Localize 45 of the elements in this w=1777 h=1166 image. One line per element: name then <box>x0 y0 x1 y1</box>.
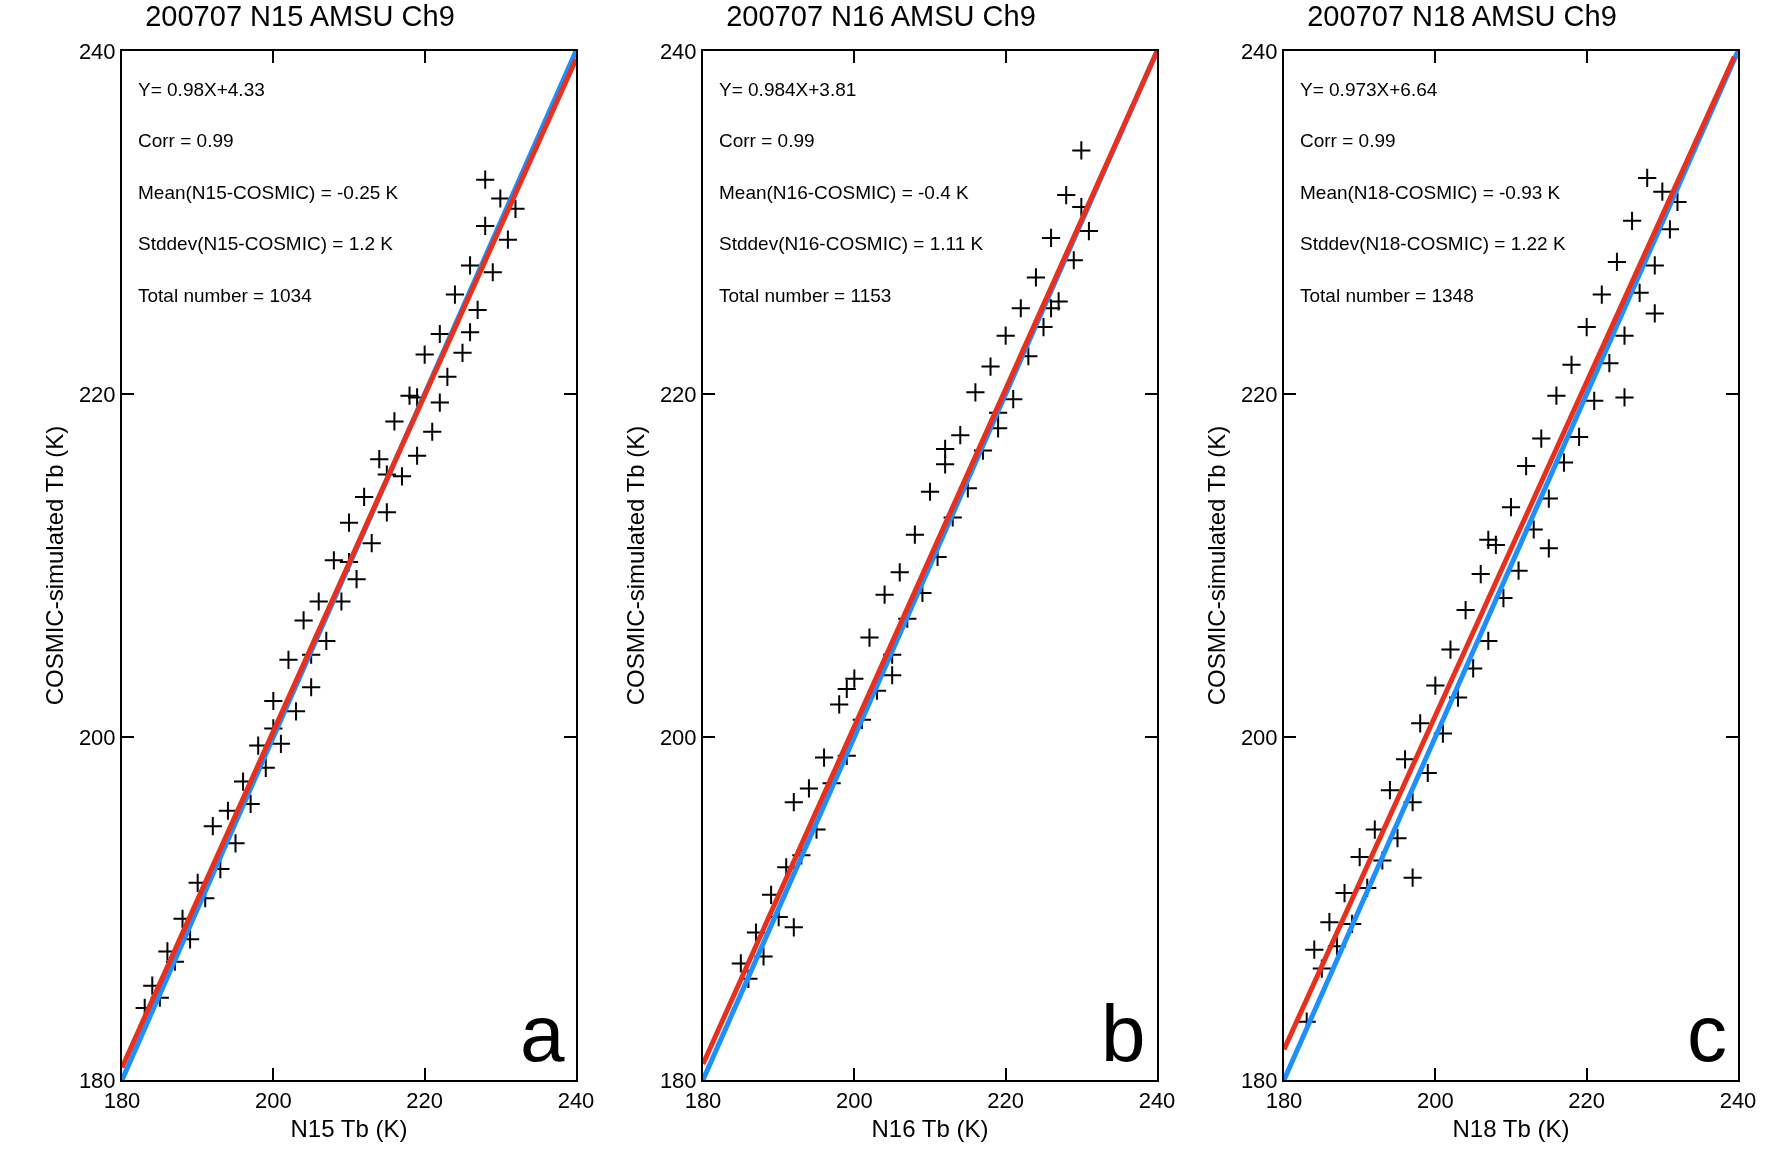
chart-title: 200707 N16 AMSU Ch9 <box>726 0 1036 33</box>
x-tick-label: 240 <box>1719 1088 1757 1114</box>
annotation: Corr = 0.99 <box>1300 130 1396 151</box>
y-axis-title: COSMIC-simulated Tb (K) <box>622 425 650 706</box>
y-axis-title: COSMIC-simulated Tb (K) <box>1203 425 1231 706</box>
annotation: Total number = 1348 <box>1300 285 1474 306</box>
chart-title: 200707 N18 AMSU Ch9 <box>1307 0 1617 33</box>
x-tick-label: 220 <box>406 1088 444 1114</box>
y-tick-label: 220 <box>659 381 697 407</box>
chart-title: 200707 N15 AMSU Ch9 <box>145 0 455 33</box>
annotation: Stddev(N15-COSMIC) = 1.2 K <box>138 233 394 254</box>
y-tick-label: 220 <box>1240 381 1278 407</box>
x-tick-label: 200 <box>1416 1088 1454 1114</box>
y-tick-label: 200 <box>1240 724 1278 750</box>
x-tick-label: 240 <box>1138 1088 1176 1114</box>
annotation: Corr = 0.99 <box>719 130 815 151</box>
y-tick-label: 200 <box>78 724 116 750</box>
annotation: Mean(N15-COSMIC) = -0.25 K <box>138 182 399 203</box>
x-axis-title: N15 Tb (K) <box>290 1115 408 1143</box>
annotation: Mean(N16-COSMIC) = -0.4 K <box>719 182 970 203</box>
annotation: a <box>520 989 565 1078</box>
annotation: Total number = 1034 <box>138 285 313 306</box>
annotation: Mean(N18-COSMIC) = -0.93 K <box>1300 182 1561 203</box>
y-tick-label: 240 <box>659 38 697 64</box>
annotation: Stddev(N18-COSMIC) = 1.22 K <box>1300 233 1566 254</box>
annotation: Y= 0.984X+3.81 <box>719 79 857 100</box>
y-tick-label: 240 <box>78 38 116 64</box>
y-tick-label: 200 <box>659 724 697 750</box>
x-tick-label: 200 <box>254 1088 292 1114</box>
annotation: Y= 0.98X+4.33 <box>138 79 265 100</box>
x-tick-label: 220 <box>987 1088 1025 1114</box>
annotation: Y= 0.973X+6.64 <box>1300 79 1438 100</box>
annotation: c <box>1687 989 1727 1078</box>
y-tick-label: 220 <box>78 381 116 407</box>
y-axis-title: COSMIC-simulated Tb (K) <box>41 425 69 706</box>
annotation: Corr = 0.99 <box>138 130 234 151</box>
annotation: Total number = 1153 <box>719 285 892 306</box>
x-tick-label: 240 <box>557 1088 595 1114</box>
x-tick-label: 220 <box>1568 1088 1606 1114</box>
x-axis-title: N16 Tb (K) <box>871 1115 989 1143</box>
x-tick-label: 200 <box>835 1088 873 1114</box>
annotation: b <box>1101 989 1146 1078</box>
annotation: Stddev(N16-COSMIC) = 1.11 K <box>719 233 984 254</box>
y-tick-label: 240 <box>1240 38 1278 64</box>
x-axis-title: N18 Tb (K) <box>1452 1115 1570 1143</box>
